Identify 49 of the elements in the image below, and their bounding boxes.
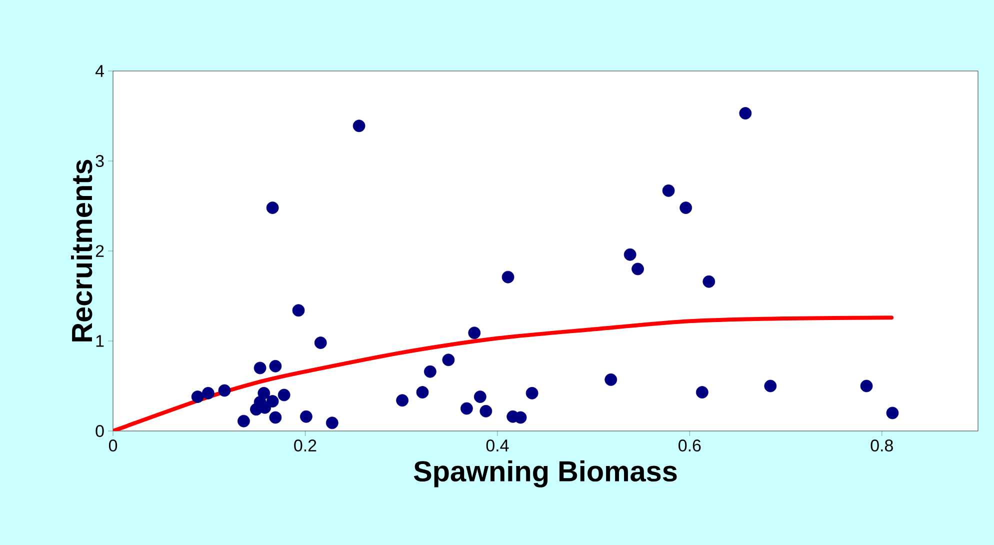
point: [218, 384, 231, 397]
line-series: [113, 316, 894, 431]
x-tick-label: 0.8: [870, 440, 893, 452]
y-axis-title: Recruitments: [71, 160, 92, 342]
point: [292, 304, 305, 317]
x-tick-label: 0: [108, 440, 118, 452]
y-tick-label: 3: [96, 154, 104, 167]
x-tick-label: 0.6: [678, 440, 701, 452]
point: [860, 380, 873, 392]
point: [266, 202, 279, 214]
point: [474, 390, 486, 403]
point: [442, 354, 455, 366]
point: [460, 402, 473, 415]
point: [480, 404, 492, 418]
point: [300, 410, 312, 423]
point: [604, 373, 618, 386]
point: [266, 395, 279, 408]
point: [739, 107, 752, 120]
point: [702, 275, 716, 288]
point: [191, 390, 204, 403]
point: [662, 184, 675, 197]
point: [326, 416, 338, 430]
point: [202, 386, 214, 400]
point: [424, 365, 436, 378]
point: [416, 386, 429, 398]
y-tick-label: 0: [96, 424, 104, 437]
point: [468, 326, 481, 340]
x-tick-label: 0.4: [486, 440, 509, 452]
point: [502, 270, 514, 284]
y-tick-label: 4: [95, 65, 104, 77]
point: [526, 386, 538, 400]
y-tick-label: 1: [96, 335, 104, 347]
point: [396, 394, 409, 407]
point: [278, 388, 290, 402]
point: [314, 336, 327, 349]
point: [624, 248, 636, 261]
point: [696, 386, 708, 398]
point: [269, 360, 282, 372]
x-axis-title: Spawning Biomass: [414, 460, 677, 488]
x-tick-label: 0.2: [294, 440, 316, 452]
point: [680, 202, 692, 214]
point: [254, 362, 266, 374]
point: [352, 120, 366, 132]
y-tick-label: 2: [96, 245, 104, 257]
point: [269, 411, 282, 424]
point: [886, 406, 899, 420]
point: [238, 414, 250, 428]
point: [632, 262, 644, 276]
point: [764, 380, 777, 392]
